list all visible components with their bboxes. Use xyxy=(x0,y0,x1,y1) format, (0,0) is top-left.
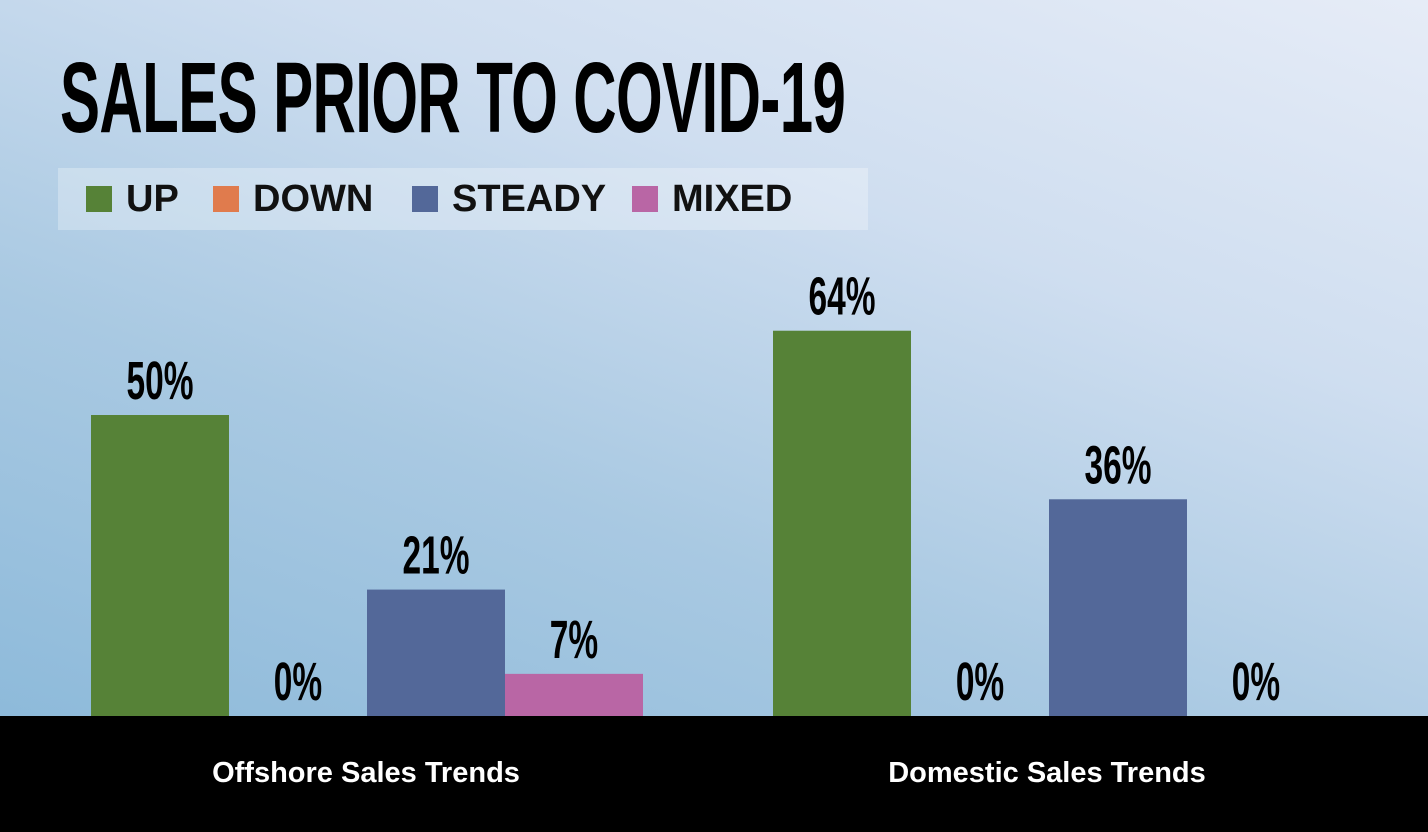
category-label-offshore: Offshore Sales Trends xyxy=(212,757,520,789)
value-label-domestic-up: 64% xyxy=(809,265,876,326)
bar-offshore-mixed xyxy=(505,673,643,716)
legend-label-up: UP xyxy=(126,178,179,220)
value-label-offshore-mixed: 7% xyxy=(550,609,598,670)
legend-label-mixed: MIXED xyxy=(672,178,793,220)
value-label-offshore-down: 0% xyxy=(274,651,322,712)
legend-swatch-mixed xyxy=(632,186,658,212)
bar-domestic-up xyxy=(773,330,911,716)
legend-swatch-up xyxy=(86,186,112,212)
legend-label-down: DOWN xyxy=(253,178,374,220)
legend-swatch-down xyxy=(213,186,239,212)
legend: UP DOWN STEADY MIXED xyxy=(58,168,868,230)
bar-offshore-up xyxy=(91,415,229,716)
value-label-domestic-mixed: 0% xyxy=(1232,651,1280,712)
category-band xyxy=(0,716,1428,832)
bar-domestic-steady xyxy=(1049,499,1187,716)
value-label-domestic-down: 0% xyxy=(956,651,1004,712)
legend-label-steady: STEADY xyxy=(452,178,607,220)
value-label-offshore-up: 50% xyxy=(127,350,194,411)
value-label-domestic-steady: 36% xyxy=(1085,434,1152,495)
bar-offshore-steady xyxy=(367,589,505,716)
chart-title: SALES PRIOR TO COVID-19 xyxy=(60,42,846,154)
category-label-domestic: Domestic Sales Trends xyxy=(888,757,1206,789)
value-label-offshore-steady: 21% xyxy=(403,524,470,585)
legend-swatch-steady xyxy=(412,186,438,212)
